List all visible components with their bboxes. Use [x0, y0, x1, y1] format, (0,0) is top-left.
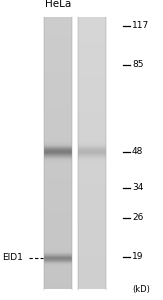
Text: EID1: EID1 [2, 254, 22, 262]
Text: (kD): (kD) [132, 285, 150, 294]
Text: 34: 34 [132, 183, 143, 192]
Text: 26: 26 [132, 213, 143, 222]
Text: 85: 85 [132, 60, 144, 69]
Text: 48: 48 [132, 147, 143, 156]
Text: 117: 117 [132, 21, 149, 30]
Text: 19: 19 [132, 252, 144, 261]
Text: HeLa: HeLa [45, 0, 71, 9]
